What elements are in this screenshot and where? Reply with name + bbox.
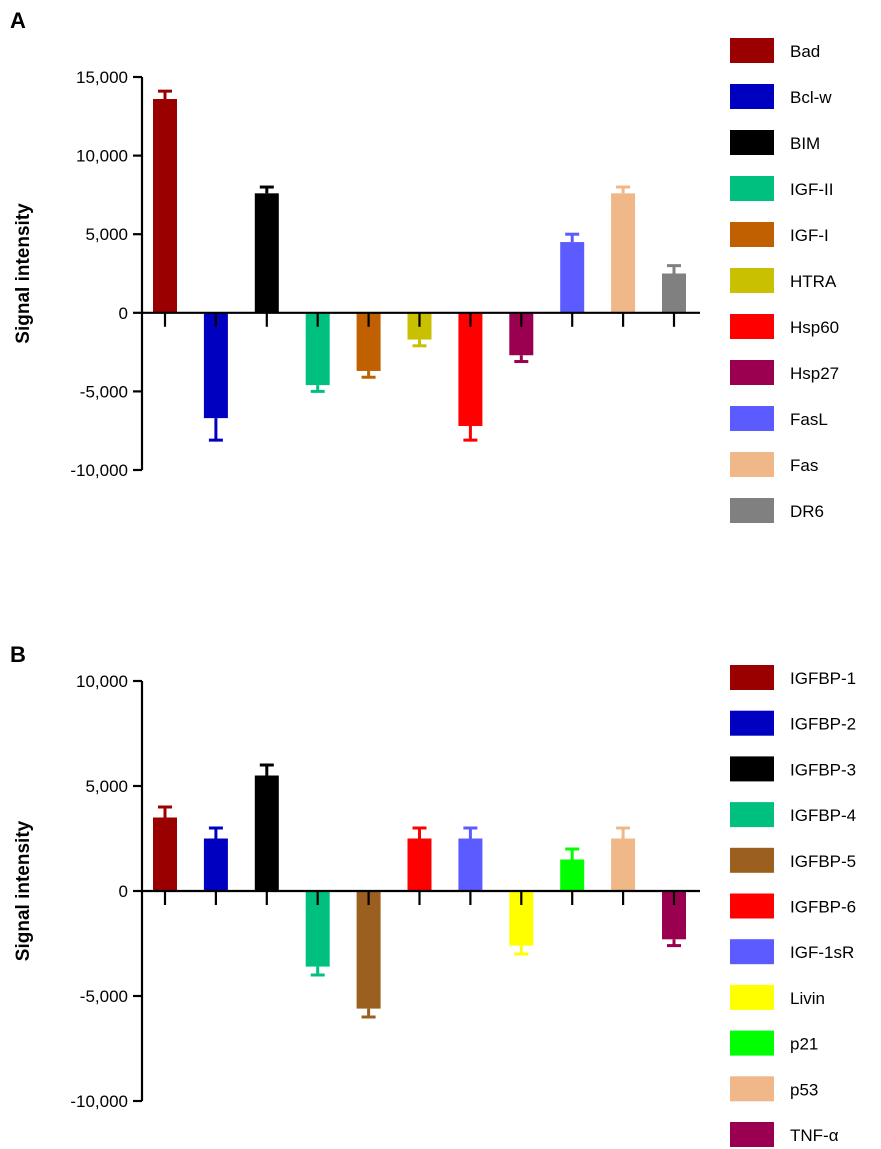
- chart-panel-a: A 15,000 10,000 5,000 0 -5,000 -10,000 Signal …: [0, 0, 881, 560]
- legend-swatch-DR6: [730, 498, 774, 523]
- panel-label-b: B: [10, 642, 26, 667]
- legend-swatch-IGFBP-6: [730, 893, 774, 919]
- bar-IGFBP-5: [356, 891, 381, 1009]
- legend-swatch-IGFBP-3: [730, 756, 774, 782]
- y-tick-label: -5,000: [80, 987, 128, 1006]
- y-axis-label: Signal intensity: [13, 203, 34, 344]
- legend-label: IGF-1sR: [790, 943, 854, 962]
- y-tick-label: 15,000: [76, 68, 128, 87]
- bar-IGFBP-3: [254, 775, 279, 891]
- bar-IGF-1sR: [458, 838, 483, 891]
- legend-swatch-BIM: [730, 130, 774, 155]
- legend-label: IGFBP-2: [790, 715, 856, 734]
- legend-label: IGFBP-3: [790, 760, 856, 779]
- legend-label: IGFBP-5: [790, 852, 856, 871]
- y-tick-label: 0: [119, 882, 128, 901]
- y-tick-label: 10,000: [76, 672, 128, 691]
- y-tick-label: -5,000: [80, 382, 128, 401]
- legend-swatch-Bad: [730, 38, 774, 63]
- bar-IGFBP-6: [407, 838, 432, 891]
- bar-Bad: [153, 99, 177, 313]
- legend-label: Fas: [790, 456, 818, 475]
- legend-label: BIM: [790, 134, 820, 153]
- legend-label: Hsp60: [790, 318, 839, 337]
- legend-label: HTRA: [790, 272, 837, 291]
- legend-swatch-IGF-II: [730, 176, 774, 201]
- legend-swatch-IGFBP-4: [730, 802, 774, 828]
- legend-swatch-HTRA: [730, 268, 774, 293]
- bar-DR6: [662, 273, 686, 313]
- legend-label: Bad: [790, 42, 820, 61]
- bar-BIM: [254, 193, 279, 313]
- legend-swatch-Hsp27: [730, 360, 774, 385]
- legend-swatch-p21: [730, 1030, 774, 1056]
- legend-label: TNF-α: [790, 1126, 839, 1145]
- legend-label: p21: [790, 1035, 818, 1054]
- bar-FasL: [560, 242, 585, 313]
- legend-label: IGF-II: [790, 180, 833, 199]
- y-tick-label: 0: [119, 304, 128, 323]
- legend-swatch-Livin: [730, 984, 774, 1010]
- legend-label: p53: [790, 1080, 818, 1099]
- chart-panel-b: B 10,000 5,000 0 -5,000 -10,000 Signal intens…: [0, 640, 881, 1149]
- legend-swatch-Hsp60: [730, 314, 774, 339]
- legend-swatch-Fas: [730, 452, 774, 477]
- bar-Fas: [611, 193, 636, 313]
- legend-swatch-IGF-1sR: [730, 939, 774, 965]
- panel-label-a: A: [10, 8, 26, 33]
- y-tick-label: -10,000: [70, 461, 128, 480]
- chart-b-svg: 10,000 5,000 0 -5,000 -10,000 Signal intensit…: [13, 665, 856, 1147]
- legend-label: Livin: [790, 989, 825, 1008]
- bar-p21: [560, 859, 585, 891]
- legend-swatch-FasL: [730, 406, 774, 431]
- y-tick-label: 5,000: [85, 225, 128, 244]
- legend-swatch-IGFBP-1: [730, 665, 774, 690]
- bar-Bcl-w: [203, 312, 228, 419]
- legend-label: IGFBP-6: [790, 898, 856, 917]
- legend-label: IGFBP-1: [790, 669, 856, 688]
- legend-label: Bcl-w: [790, 88, 832, 107]
- legend-label: Hsp27: [790, 364, 839, 383]
- legend-swatch-IGFBP-2: [730, 710, 774, 736]
- legend-label: IGF-I: [790, 226, 829, 245]
- legend-swatch-IGF-I: [730, 222, 774, 247]
- legend-swatch-p53: [730, 1076, 774, 1102]
- legend-label: IGFBP-4: [790, 806, 856, 825]
- bar-IGFBP-1: [153, 817, 177, 891]
- y-tick-label: -10,000: [70, 1092, 128, 1111]
- bar-Hsp60: [458, 312, 483, 426]
- y-axis-label: Signal intensity: [13, 820, 34, 961]
- legend-label: FasL: [790, 410, 828, 429]
- bar-p53: [611, 838, 636, 891]
- legend-swatch-Bcl-w: [730, 84, 774, 109]
- legend-swatch-TNF-α: [730, 1122, 774, 1147]
- legend-label: DR6: [790, 502, 824, 521]
- y-tick-label: 5,000: [85, 777, 128, 796]
- y-tick-label: 10,000: [76, 147, 128, 166]
- chart-a-svg: 15,000 10,000 5,000 0 -5,000 -10,000 Signal in…: [13, 38, 839, 523]
- bar-IGFBP-2: [203, 838, 228, 891]
- legend-swatch-IGFBP-5: [730, 847, 774, 873]
